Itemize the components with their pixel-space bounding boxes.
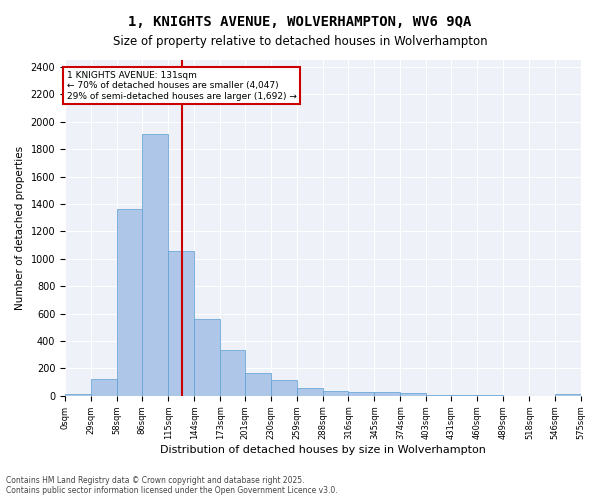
Text: Contains HM Land Registry data © Crown copyright and database right 2025.
Contai: Contains HM Land Registry data © Crown c…	[6, 476, 338, 495]
Bar	[400, 394, 427, 396]
Bar	[91, 378, 117, 396]
Text: Size of property relative to detached houses in Wolverhampton: Size of property relative to detached ho…	[113, 35, 487, 48]
Text: 1, KNIGHTS AVENUE, WOLVERHAMPTON, WV6 9QA: 1, KNIGHTS AVENUE, WOLVERHAMPTON, WV6 9Q…	[128, 15, 472, 29]
Bar	[374, 392, 400, 396]
Y-axis label: Number of detached properties: Number of detached properties	[15, 146, 25, 310]
Bar	[554, 394, 581, 396]
Text: 1 KNIGHTS AVENUE: 131sqm
← 70% of detached houses are smaller (4,047)
29% of sem: 1 KNIGHTS AVENUE: 131sqm ← 70% of detach…	[67, 71, 296, 101]
X-axis label: Distribution of detached houses by size in Wolverhampton: Distribution of detached houses by size …	[160, 445, 486, 455]
Bar	[427, 395, 451, 396]
Bar	[168, 251, 194, 396]
Bar	[194, 319, 220, 396]
Bar	[297, 388, 323, 396]
Bar	[142, 134, 168, 396]
Bar	[451, 395, 478, 396]
Bar	[245, 372, 271, 396]
Bar	[220, 350, 245, 396]
Bar	[271, 380, 297, 396]
Bar	[349, 392, 374, 396]
Bar	[65, 394, 91, 396]
Bar	[117, 210, 142, 396]
Bar	[323, 390, 349, 396]
